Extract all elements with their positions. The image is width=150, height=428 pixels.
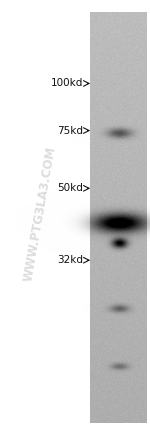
Text: 75kd: 75kd <box>57 125 83 136</box>
Text: WWW.PTG3LA3.COM: WWW.PTG3LA3.COM <box>22 146 59 282</box>
Text: 32kd: 32kd <box>57 255 83 265</box>
Text: 50kd: 50kd <box>57 183 83 193</box>
Text: 100kd: 100kd <box>50 78 83 89</box>
